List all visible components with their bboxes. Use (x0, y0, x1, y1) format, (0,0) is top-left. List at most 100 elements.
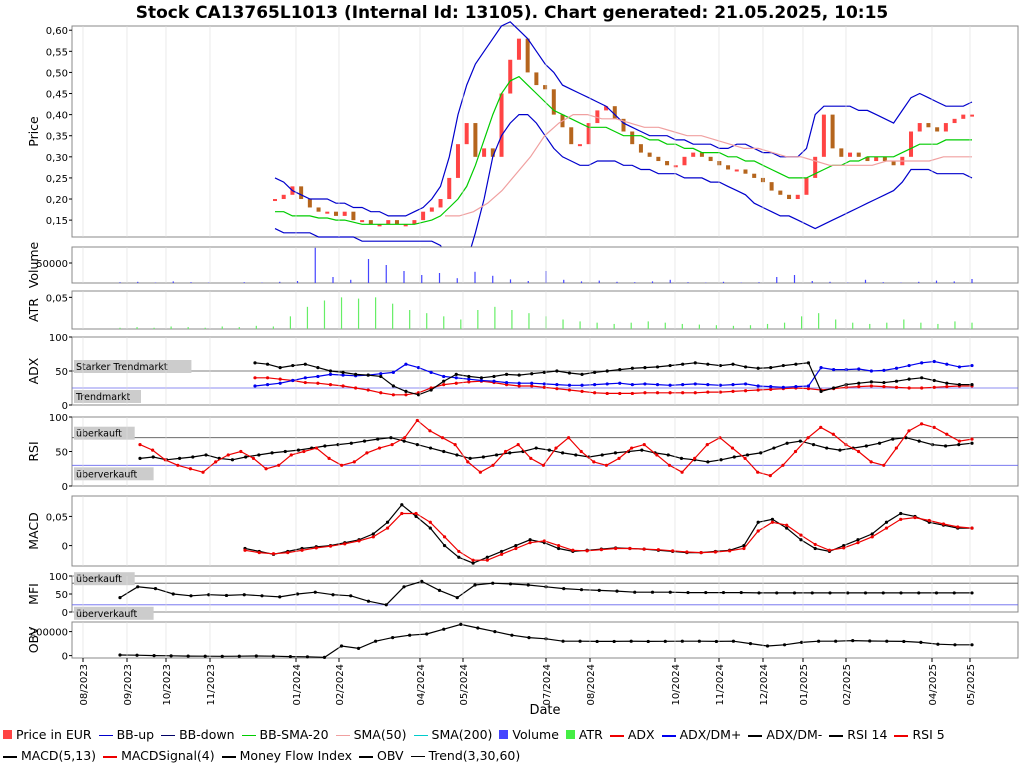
candle (787, 194, 792, 200)
candle (647, 152, 652, 157)
marker (341, 370, 345, 374)
x-tick-label: 02/2024 (335, 664, 346, 706)
marker (919, 422, 924, 426)
y-tick-label: 50 (55, 590, 68, 601)
marker (442, 379, 446, 383)
candle (621, 118, 626, 132)
marker (628, 546, 632, 551)
marker (810, 591, 814, 595)
candle (874, 156, 879, 162)
candle (804, 177, 809, 195)
marker (371, 532, 375, 536)
marker (943, 444, 948, 448)
series-rsi-14 (139, 437, 973, 463)
marker (178, 456, 182, 460)
candle (673, 165, 678, 168)
marker (730, 446, 735, 450)
marker (806, 387, 811, 391)
panel-mfi: MFI 100 50 0 überkauft überverkauft (26, 572, 1019, 620)
marker (884, 520, 889, 524)
marker (189, 594, 193, 598)
marker (271, 654, 275, 658)
panel-atr: ATR 0,05 (26, 290, 1019, 330)
marker (300, 548, 304, 552)
marker (756, 470, 760, 474)
marker (459, 622, 463, 627)
marker (327, 456, 331, 460)
marker (917, 591, 921, 595)
marker (341, 373, 345, 377)
marker (295, 592, 300, 596)
series-adx-dm--markers (253, 359, 974, 389)
candle (830, 114, 835, 149)
marker (819, 389, 823, 393)
candle (595, 110, 600, 124)
marker (316, 374, 320, 379)
marker (442, 374, 446, 379)
marker (593, 383, 597, 387)
marker (453, 443, 457, 447)
candle (360, 220, 365, 223)
marker (138, 443, 142, 447)
annotation-label: überkauft (76, 429, 122, 440)
marker (404, 393, 408, 397)
y-tick-label: 200000 (30, 628, 68, 639)
marker (765, 644, 770, 648)
marker (769, 387, 773, 391)
marker (440, 436, 445, 440)
marker (504, 372, 509, 376)
marker (832, 368, 836, 372)
legend-swatch-icon (221, 755, 236, 758)
legend-label: BB-up (116, 727, 155, 742)
marker (618, 391, 622, 396)
legend-item: BB-up (98, 724, 155, 745)
legend: Price in EUR BB-up BB-down BB-SMA-20 SMA(50)… (3, 724, 1018, 766)
marker (680, 639, 684, 643)
candle (299, 186, 304, 200)
candle (682, 156, 687, 166)
marker (605, 391, 609, 396)
legend-item: MACD(5,13) (3, 745, 96, 766)
marker (169, 654, 173, 658)
marker (428, 520, 432, 524)
marker (799, 538, 803, 542)
series-money-flow-index-markers (118, 579, 974, 607)
candle (438, 199, 443, 208)
marker (882, 385, 886, 389)
marker (743, 389, 748, 393)
marker (303, 362, 307, 366)
x-tick-label: 09/2023 (123, 664, 134, 706)
series-macdsignal-4- (244, 512, 973, 561)
marker (630, 446, 634, 450)
marker (920, 361, 924, 365)
annotation-label: Trendmarkt (75, 392, 130, 403)
marker (408, 633, 412, 637)
marker (792, 591, 797, 595)
legend-swatch-icon (241, 735, 256, 736)
marker (585, 549, 589, 553)
panel-frame (71, 416, 1019, 487)
marker (593, 391, 597, 395)
x-tick-label: 05/2025 (966, 664, 977, 706)
y-axis-label: RSI (26, 441, 41, 461)
candle (848, 152, 853, 157)
marker (188, 467, 193, 471)
legend-item: ATR (565, 724, 603, 745)
marker (970, 591, 974, 595)
legend-label: ATR (578, 727, 603, 742)
x-axis: 08/2023 09/2023 10/2023 11/2023 01/2024 02/20… (79, 26, 977, 706)
marker (528, 538, 532, 542)
marker (579, 449, 583, 454)
candle (342, 211, 347, 216)
y-tick-label: 100 (49, 572, 68, 583)
x-tick-label: 01/2025 (799, 664, 810, 706)
marker (473, 583, 477, 587)
marker (442, 543, 447, 548)
marker (554, 446, 558, 450)
y-tick-label: 0,60 (46, 26, 68, 37)
y-axis-label: Price (26, 116, 41, 147)
marker (927, 518, 931, 523)
marker (271, 552, 276, 556)
candle (394, 220, 399, 225)
y-tick-label: 50000 (36, 259, 68, 270)
